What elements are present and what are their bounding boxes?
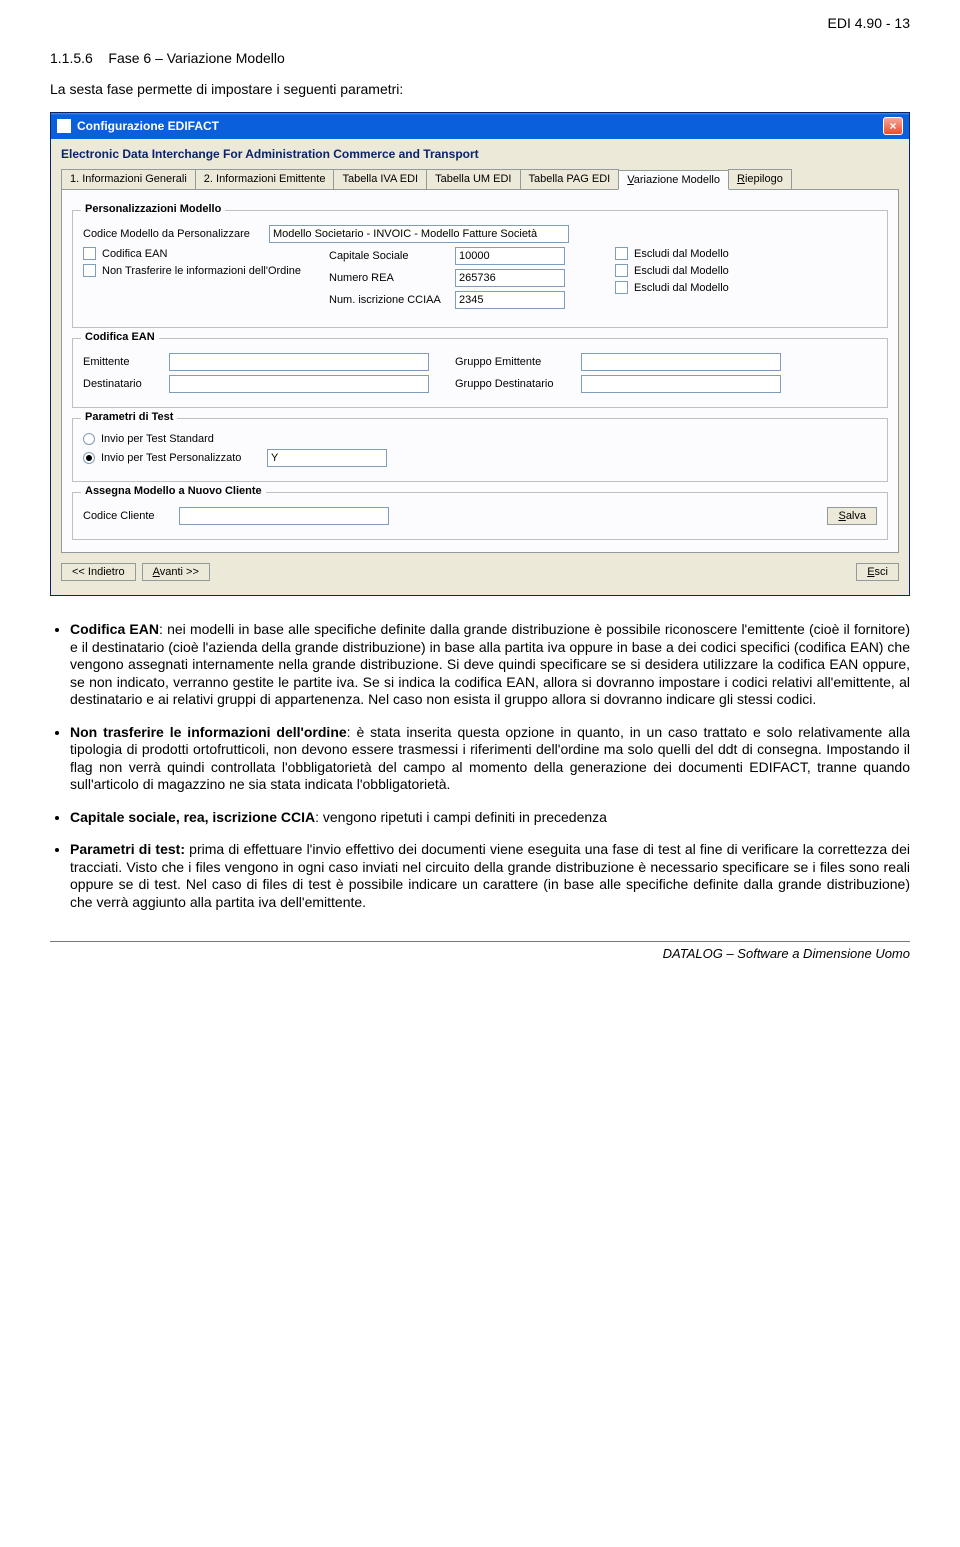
escludi-1-label: Escludi dal Modello [634,248,729,260]
tab-variazione-modello[interactable]: Variazione Modello [618,170,729,190]
non-trasferire-checkbox[interactable] [83,264,96,277]
num-cciaa-label: Num. iscrizione CCIAA [329,294,449,306]
numero-rea-label: Numero REA [329,272,449,284]
footer-divider [50,941,910,942]
group-assegna-modello: Assegna Modello a Nuovo Cliente Codice C… [72,492,888,540]
codice-cliente-label: Codice Cliente [83,510,173,522]
non-trasferire-label: Non Trasferire le informazioni dell'Ordi… [102,265,301,277]
gruppo-destinatario-input[interactable] [581,375,781,393]
destinatario-input[interactable] [169,375,429,393]
tab-info-generali[interactable]: 1. Informazioni Generali [61,169,196,189]
num-cciaa-input[interactable] [455,291,565,309]
tab-iva[interactable]: Tabella IVA EDI [333,169,427,189]
invio-standard-label: Invio per Test Standard [101,433,214,445]
section-heading: 1.1.5.6 Fase 6 – Variazione Modello [50,50,910,66]
invio-personalizzato-input[interactable] [267,449,387,467]
window-icon [57,119,71,133]
bullet-non-trasferire: Non trasferire le informazioni dell'ordi… [70,724,910,794]
edifact-window: Configurazione EDIFACT × Electronic Data… [50,112,910,596]
group-personalizzazioni: Personalizzazioni Modello Codice Modello… [72,210,888,328]
bullet-body: prima di effettuare l'invio effettivo de… [70,841,910,910]
close-icon[interactable]: × [883,117,903,135]
escludi-2-checkbox[interactable] [615,264,628,277]
bullet-head: Non trasferire le informazioni dell'ordi… [70,724,347,740]
bullet-body: : vengono ripetuti i campi definiti in p… [315,809,607,825]
escludi-3-checkbox[interactable] [615,281,628,294]
invio-personalizzato-label: Invio per Test Personalizzato [101,452,261,464]
group-parametri-test-legend: Parametri di Test [81,411,177,423]
emittente-input[interactable] [169,353,429,371]
body-bullets: Codifica EAN: nei modelli in base alle s… [70,621,910,911]
codice-modello-input[interactable] [269,225,569,243]
gruppo-emittente-label: Gruppo Emittente [455,356,575,368]
invio-standard-radio[interactable] [83,433,95,445]
section-intro: La sesta fase permette di impostare i se… [50,81,910,97]
bullet-head: Capitale sociale, rea, iscrizione CCIA [70,809,315,825]
page-header-right: EDI 4.90 - 13 [828,15,911,31]
section-title: Fase 6 – Variazione Modello [108,50,284,66]
codifica-ean-label: Codifica EAN [102,248,167,260]
bullet-parametri-test: Parametri di test: prima di effettuare l… [70,841,910,911]
bullet-body: : nei modelli in base alle specifiche de… [70,621,910,707]
gruppo-emittente-input[interactable] [581,353,781,371]
group-assegna-modello-legend: Assegna Modello a Nuovo Cliente [81,485,266,497]
tabbar: 1. Informazioni Generali 2. Informazioni… [61,169,899,190]
gruppo-destinatario-label: Gruppo Destinatario [455,378,575,390]
tab-info-emittente[interactable]: 2. Informazioni Emittente [195,169,335,189]
section-number: 1.1.5.6 [50,50,93,66]
tab-um[interactable]: Tabella UM EDI [426,169,520,189]
bullet-codifica-ean: Codifica EAN: nei modelli in base alle s… [70,621,910,709]
tab-riepilogo[interactable]: Riepilogo [728,169,792,189]
tab-pag[interactable]: Tabella PAG EDI [520,169,620,189]
group-codifica-ean: Codifica EAN Emittente Gruppo Emittente … [72,338,888,408]
emittente-label: Emittente [83,356,163,368]
page-footer: DATALOG – Software a Dimensione Uomo [50,946,910,961]
escludi-2-label: Escludi dal Modello [634,265,729,277]
codice-modello-label: Codice Modello da Personalizzare [83,228,263,240]
group-codifica-ean-legend: Codifica EAN [81,331,159,343]
group-personalizzazioni-legend: Personalizzazioni Modello [81,203,225,215]
codice-cliente-input[interactable] [179,507,389,525]
bullet-head: Parametri di test: [70,841,185,857]
escludi-3-label: Escludi dal Modello [634,282,729,294]
esci-button[interactable]: Esci [856,563,899,581]
invio-personalizzato-radio[interactable] [83,452,95,464]
window-title: Configurazione EDIFACT [77,119,219,133]
capitale-sociale-label: Capitale Sociale [329,250,449,262]
codifica-ean-checkbox[interactable] [83,247,96,260]
salva-button[interactable]: Salva [827,507,877,525]
titlebar: Configurazione EDIFACT × [51,113,909,139]
group-parametri-test: Parametri di Test Invio per Test Standar… [72,418,888,482]
destinatario-label: Destinatario [83,378,163,390]
numero-rea-input[interactable] [455,269,565,287]
indietro-button[interactable]: << Indietro [61,563,136,581]
bullet-capitale: Capitale sociale, rea, iscrizione CCIA: … [70,809,910,827]
avanti-button[interactable]: Avanti >> [142,563,210,581]
escludi-1-checkbox[interactable] [615,247,628,260]
window-subtitle: Electronic Data Interchange For Administ… [61,147,899,161]
tab-panel: Personalizzazioni Modello Codice Modello… [61,190,899,553]
bullet-head: Codifica EAN [70,621,159,637]
capitale-sociale-input[interactable] [455,247,565,265]
